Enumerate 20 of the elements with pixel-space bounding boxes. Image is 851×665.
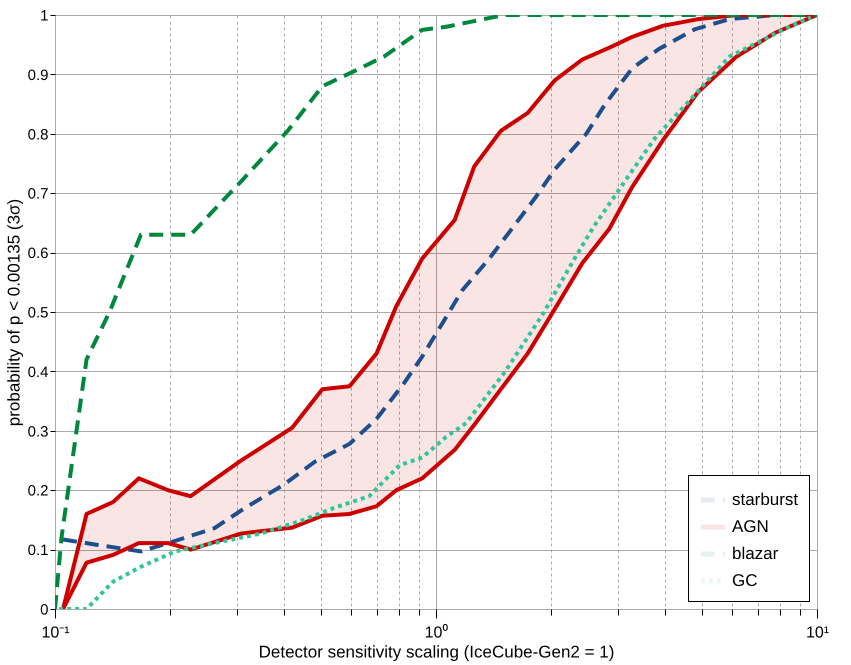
y-tick-label: 0.5 — [28, 304, 48, 322]
y-tick-label: 0 — [40, 602, 48, 618]
y-tick-label: 0.8 — [28, 126, 48, 144]
y-axis-title: probability of p < 0.00135 (3σ) — [4, 198, 24, 426]
legend-label: starburst — [732, 490, 798, 509]
y-tick-label: 0.6 — [28, 245, 48, 262]
legend-label: GC — [732, 571, 758, 590]
y-tick-label: 0.7 — [28, 186, 48, 203]
x-tick-label: 10⁻¹ — [41, 624, 70, 642]
x-axis-title: Detector sensitivity scaling (IceCube-Gen2 = 1) — [258, 642, 614, 662]
y-tick-label: 0.1 — [28, 542, 48, 560]
y-tick-label: 0.4 — [28, 364, 48, 381]
x-tick-label: 10¹ — [806, 624, 830, 642]
y-tick-label: 0.3 — [28, 423, 48, 440]
legend-label: blazar — [732, 544, 779, 563]
y-tick-label: 0.2 — [28, 482, 48, 500]
y-tick-label: 0.9 — [28, 66, 48, 84]
y-tick-label: 1 — [40, 8, 48, 24]
x-tick-label: 10⁰ — [424, 624, 448, 642]
legend-label: AGN — [732, 517, 769, 536]
